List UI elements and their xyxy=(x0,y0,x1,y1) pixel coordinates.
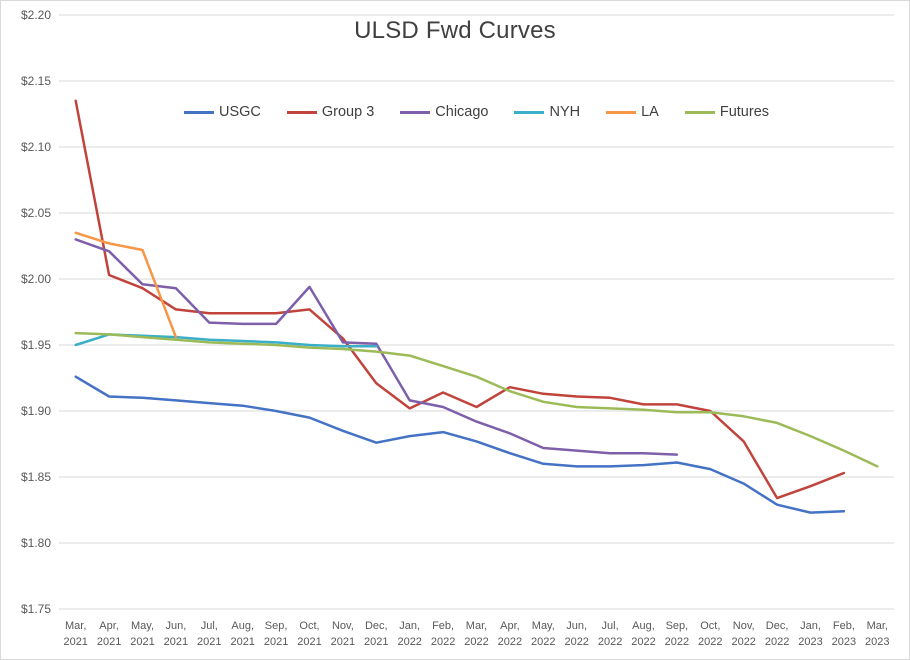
series-line-group-3 xyxy=(74,99,846,500)
x-tick-label: Jul, 2021 xyxy=(197,620,221,648)
legend-swatch-group-3 xyxy=(286,110,317,114)
y-tick-label: $2.00 xyxy=(21,272,51,286)
x-tick-label: May, 2021 xyxy=(130,620,154,648)
y-tick-label: $1.90 xyxy=(21,404,51,418)
x-tick-label: Jun, 2021 xyxy=(164,620,188,648)
y-tick-label: $2.20 xyxy=(21,8,51,22)
legend-label-group-3: Group 3 xyxy=(321,104,375,120)
x-tick-label: Sep, 2021 xyxy=(264,620,288,648)
x-tick-label: Dec, 2021 xyxy=(364,620,388,648)
legend-swatch-la xyxy=(606,110,637,114)
x-tick-label: Oct, 2021 xyxy=(297,620,321,648)
legend-swatch-nyh xyxy=(514,110,545,114)
x-tick-label: Aug, 2021 xyxy=(230,620,254,648)
x-tick-label: Jun, 2022 xyxy=(564,620,588,648)
x-tick-label: Dec, 2022 xyxy=(765,620,789,648)
y-tick-label: $1.85 xyxy=(21,470,51,484)
x-tick-label: May, 2022 xyxy=(531,620,555,648)
legend-item-chicago: Chicago xyxy=(400,104,488,120)
x-tick-label: Feb, 2022 xyxy=(431,620,455,648)
y-tick-label: $2.05 xyxy=(21,206,51,220)
x-tick-label: Apr, 2021 xyxy=(97,620,121,648)
x-tick-label: Jan, 2022 xyxy=(397,620,421,648)
legend-swatch-chicago xyxy=(400,110,431,114)
x-tick-label: Apr, 2022 xyxy=(498,620,522,648)
series-line-la xyxy=(74,231,178,339)
legend-item-futures: Futures xyxy=(684,104,770,120)
y-tick-label: $2.15 xyxy=(21,74,51,88)
y-tick-label: $2.10 xyxy=(21,140,51,154)
x-tick-label: Jan, 2023 xyxy=(798,620,822,648)
legend-label-usgc: USGC xyxy=(218,104,261,120)
x-tick-label: Jul, 2022 xyxy=(598,620,622,648)
legend-item-group-3: Group 3 xyxy=(286,104,375,120)
x-tick-label: Sep, 2022 xyxy=(665,620,689,648)
legend-label-chicago: Chicago xyxy=(435,104,489,120)
series-line-chicago xyxy=(74,238,679,456)
legend-swatch-futures xyxy=(684,110,715,114)
x-tick-label: Mar, 2022 xyxy=(464,620,488,648)
x-tick-label: Feb, 2023 xyxy=(832,620,856,648)
x-tick-label: Nov, 2021 xyxy=(331,620,355,648)
chart-title: ULSD Fwd Curves xyxy=(354,17,556,44)
legend-label-nyh: NYH xyxy=(549,104,581,120)
x-tick-label: Mar, 2021 xyxy=(63,620,87,648)
x-tick-label: Aug, 2022 xyxy=(631,620,655,648)
legend-swatch-usgc xyxy=(183,110,214,114)
series-line-futures xyxy=(74,331,879,468)
x-tick-label: Nov, 2022 xyxy=(731,620,755,648)
x-tick-label: Oct, 2022 xyxy=(698,620,722,648)
legend-label-la: LA xyxy=(641,104,659,120)
legend-item-nyh: NYH xyxy=(514,104,580,120)
y-tick-label: $1.80 xyxy=(21,536,51,550)
x-tick-label: Mar, 2023 xyxy=(865,620,889,648)
y-tick-label: $1.95 xyxy=(21,338,51,352)
legend-item-usgc: USGC xyxy=(183,104,261,120)
y-tick-label: $1.75 xyxy=(21,602,51,616)
series-line-usgc xyxy=(74,375,846,514)
legend: USGC Group 3 Chicago NYH LA Futures xyxy=(59,104,894,120)
legend-label-futures: Futures xyxy=(719,104,770,120)
legend-item-la: LA xyxy=(606,104,659,120)
